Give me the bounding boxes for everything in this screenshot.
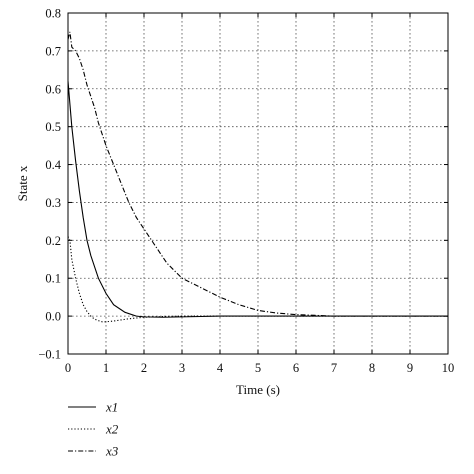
x-tick-label: 4 (217, 361, 224, 375)
x-tick-label: 0 (65, 361, 71, 375)
x-tick-label: 6 (293, 361, 299, 375)
y-tick-label: 0.4 (45, 158, 61, 172)
x-tick-label: 8 (369, 361, 375, 375)
x-tick-label: 3 (179, 361, 185, 375)
y-tick-label: 0.7 (45, 44, 61, 58)
series-line-x1 (68, 81, 448, 318)
grid-lines (68, 13, 448, 354)
plot-frame (67, 12, 449, 355)
legend-label-x1: x1 (105, 400, 118, 415)
x-axis-label: Time (s) (236, 382, 280, 397)
x-tick-label: 5 (255, 361, 261, 375)
x-tick-label: 10 (442, 361, 455, 375)
x-tick-label: 2 (141, 361, 147, 375)
legend-label-x3: x3 (105, 444, 119, 459)
y-tick-label: 0.8 (45, 7, 61, 21)
y-tick-label: 0.1 (45, 272, 61, 286)
y-tick-label: 0.3 (45, 196, 61, 210)
x-tick-label: 7 (331, 361, 337, 375)
series-lines (68, 31, 448, 323)
y-axis-label: State x (15, 165, 30, 201)
legend: x1 x2 x3 (68, 400, 119, 459)
x-axis-ticks: 0 1 2 3 4 5 6 7 8 9 10 (65, 13, 454, 375)
y-axis-ticks: −0.1 0.0 0.1 0.2 0.3 0.4 0.5 0.6 0.7 0.8 (38, 7, 448, 362)
legend-label-x2: x2 (105, 422, 119, 437)
y-tick-label: 0.2 (45, 234, 61, 248)
series-line-x3 (68, 31, 448, 317)
series-line-x2 (68, 236, 448, 323)
y-tick-label: −0.1 (38, 348, 61, 362)
y-tick-label: 0.5 (45, 120, 61, 134)
y-tick-label: 0.6 (45, 82, 61, 96)
x-tick-label: 1 (103, 361, 109, 375)
x-tick-label: 9 (407, 361, 413, 375)
y-tick-label: 0.0 (45, 310, 61, 324)
